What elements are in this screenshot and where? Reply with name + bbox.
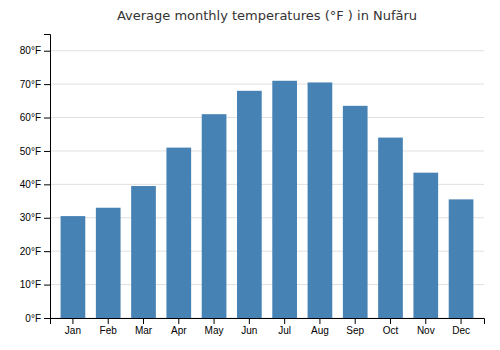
axis-line xyxy=(51,319,485,325)
tick: Aug xyxy=(311,318,329,336)
grid-line xyxy=(50,84,484,85)
bar xyxy=(378,138,403,318)
bar xyxy=(237,91,262,318)
x-axis: Jan Feb Mar Apr May Jun Jul Aug Sep Oct Nov Dec xyxy=(51,318,485,336)
tick-mark xyxy=(214,318,215,324)
tick-label: 40°F xyxy=(20,179,41,190)
bar xyxy=(131,186,156,318)
tick-mark xyxy=(44,251,50,252)
tick-label: Sep xyxy=(346,325,364,336)
tick-mark xyxy=(143,318,144,324)
tick: Feb xyxy=(100,318,118,336)
bar xyxy=(343,106,368,318)
tick-label: 60°F xyxy=(20,112,41,123)
grid-line xyxy=(50,50,484,51)
tick-mark xyxy=(72,318,73,324)
grid xyxy=(50,51,484,318)
tick: 50°F xyxy=(20,146,50,157)
chart: 0°F 10°F 20°F 30°F 40°F 50°F 60°F 70°F 80°F Jan Fe… xyxy=(0,0,500,350)
tick-mark xyxy=(355,318,356,324)
tick: May xyxy=(205,318,224,336)
tick-mark xyxy=(178,318,179,324)
tick-mark xyxy=(44,318,50,319)
tick-label: Apr xyxy=(171,325,187,336)
tick: 30°F xyxy=(20,212,50,223)
bar xyxy=(61,216,86,318)
tick-label: Mar xyxy=(135,325,153,336)
tick-mark xyxy=(44,151,50,152)
bar xyxy=(96,208,121,318)
tick: Apr xyxy=(171,318,187,336)
bar xyxy=(308,82,333,318)
tick-label: 0°F xyxy=(25,313,41,324)
tick: 70°F xyxy=(20,79,50,90)
tick-mark xyxy=(44,118,50,119)
grid-line xyxy=(50,150,484,151)
plot: 0°F 10°F 20°F 30°F 40°F 50°F 60°F 70°F 80°F Jan Fe… xyxy=(20,35,485,337)
tick-mark xyxy=(108,318,109,324)
y-axis: 0°F 10°F 20°F 30°F 40°F 50°F 60°F 70°F 80°F xyxy=(20,35,51,324)
tick-mark xyxy=(461,318,462,324)
tick-label: 30°F xyxy=(20,212,41,223)
title: Average monthly temperatures (°F ) in Nu… xyxy=(117,8,417,23)
grid-line xyxy=(50,117,484,118)
bar xyxy=(272,81,297,318)
tick-label: 10°F xyxy=(20,279,41,290)
tick: Dec xyxy=(452,318,470,336)
tick: 0°F xyxy=(25,313,50,324)
tick-mark xyxy=(249,318,250,324)
tick: Sep xyxy=(346,318,364,336)
tick: Oct xyxy=(383,318,399,336)
tick: 80°F xyxy=(20,45,50,56)
tick-mark xyxy=(44,51,50,52)
axis-line xyxy=(44,35,51,319)
tick: 20°F xyxy=(20,246,50,257)
tick-mark xyxy=(44,84,50,85)
tick-label: Jun xyxy=(241,325,257,336)
tick: Mar xyxy=(135,318,153,336)
tick-label: Jul xyxy=(278,325,291,336)
tick-label: 50°F xyxy=(20,146,41,157)
tick: 60°F xyxy=(20,112,50,123)
tick-label: Nov xyxy=(417,325,435,336)
bar xyxy=(413,173,438,318)
tick: Jul xyxy=(278,318,291,336)
bar xyxy=(202,114,227,318)
tick-label: Jan xyxy=(65,325,81,336)
tick: Jan xyxy=(65,318,81,336)
tick-mark xyxy=(44,184,50,185)
tick-mark xyxy=(284,318,285,324)
tick-label: Feb xyxy=(100,325,118,336)
tick-mark xyxy=(390,318,391,324)
tick: Nov xyxy=(417,318,435,336)
tick-label: Oct xyxy=(383,325,399,336)
tick: 10°F xyxy=(20,279,50,290)
tick-label: 70°F xyxy=(20,79,41,90)
tick-mark xyxy=(425,318,426,324)
tick-label: 80°F xyxy=(20,45,41,56)
tick-label: May xyxy=(205,325,224,336)
tick-mark xyxy=(319,318,320,324)
tick: 40°F xyxy=(20,179,50,190)
tick-label: 20°F xyxy=(20,246,41,257)
bars xyxy=(61,81,474,318)
tick-mark xyxy=(44,285,50,286)
tick-mark xyxy=(44,218,50,219)
bar xyxy=(449,199,474,318)
tick-label: Dec xyxy=(452,325,470,336)
tick-label: Aug xyxy=(311,325,329,336)
tick: Jun xyxy=(241,318,257,336)
bar xyxy=(166,148,191,318)
